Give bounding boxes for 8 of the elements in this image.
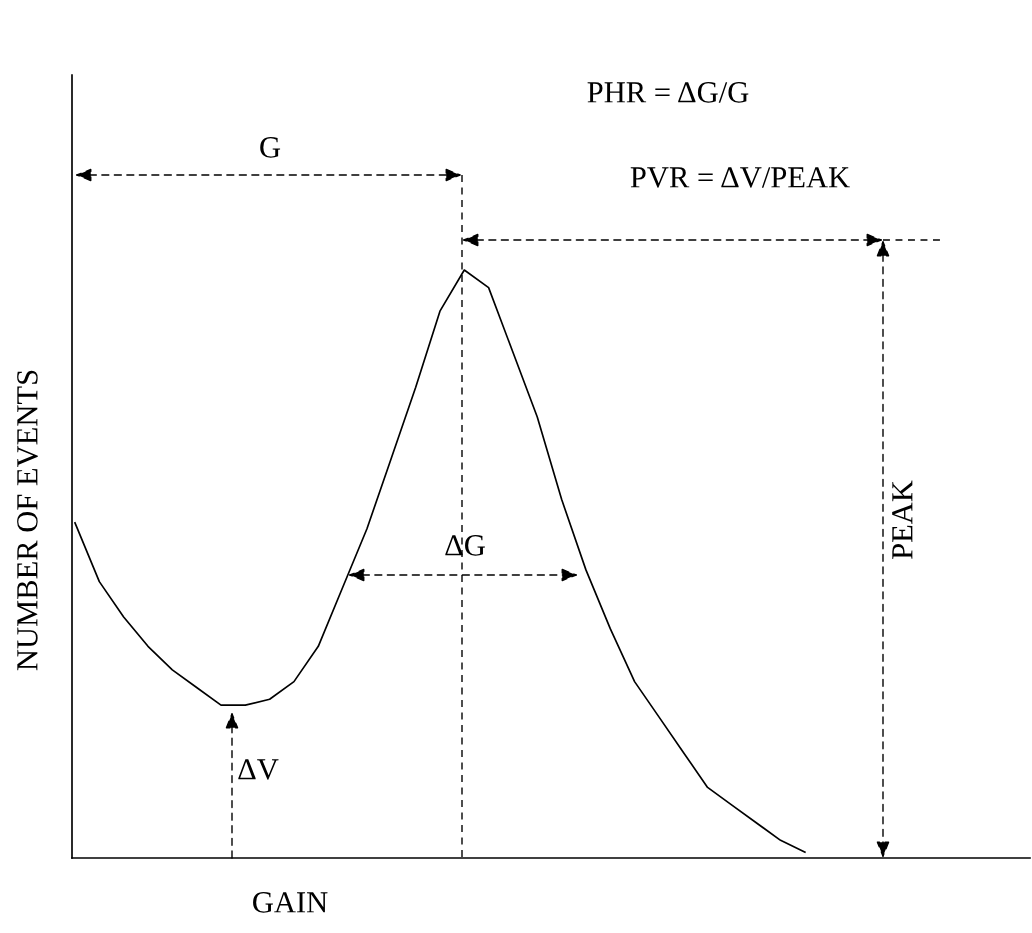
text: PVR = ΔV/PEAK [630,167,850,188]
text: PEAK [892,480,913,560]
y-axis-title: NUMBER OF EVENTS [17,370,38,671]
x-axis-title: GAIN [253,892,328,913]
annotation: ΔV [238,759,279,780]
annotation: ΔG [445,535,485,556]
text: PHR = ΔG/G [587,82,749,103]
text: G [260,137,281,158]
